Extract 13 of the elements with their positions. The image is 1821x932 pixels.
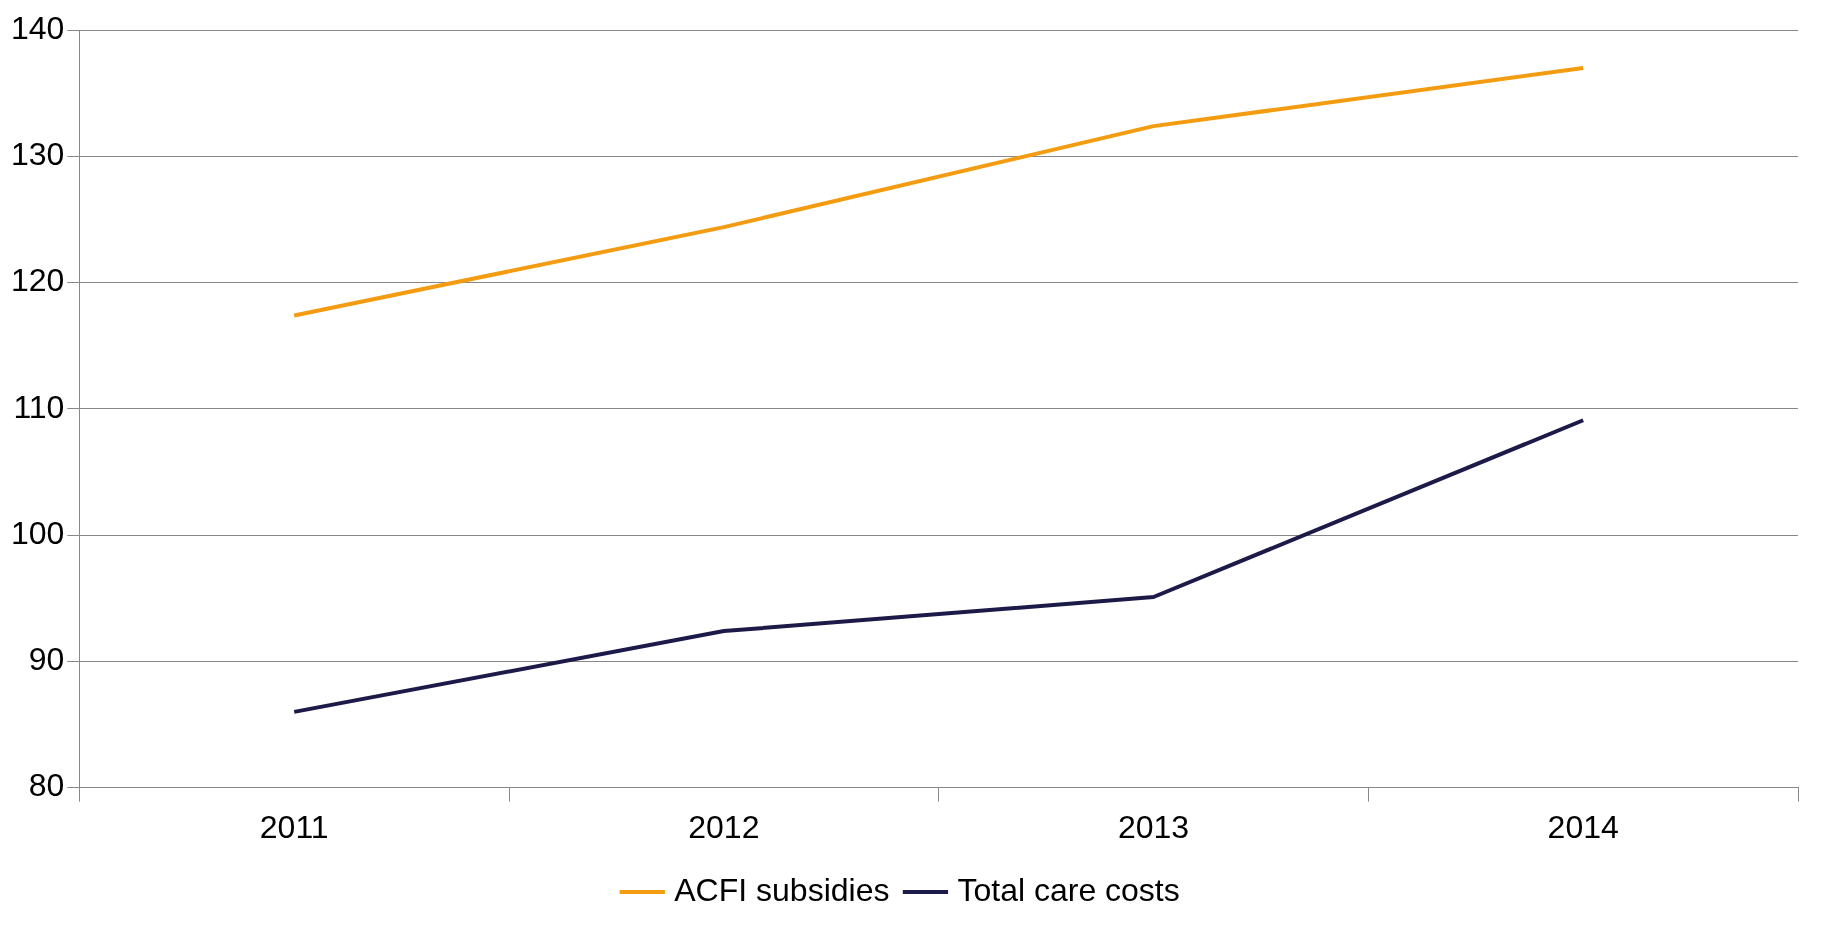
x-tick-label: 2013 — [1117, 808, 1190, 845]
y-tick-label: 120 — [11, 262, 65, 299]
y-tick-label: 130 — [11, 136, 65, 173]
legend-label: Total care costs — [957, 871, 1180, 908]
y-tick-label: 110 — [13, 388, 65, 425]
x-tick-label: 2011 — [259, 808, 329, 845]
y-tick-label: 90 — [28, 641, 65, 678]
y-tick-label: 80 — [28, 767, 65, 804]
y-tick-label: 140 — [11, 10, 65, 47]
x-tick-label: 2014 — [1547, 808, 1619, 845]
legend-label: ACFI subsidies — [674, 871, 890, 908]
y-tick-label: 100 — [11, 514, 65, 551]
x-tick-label: 2012 — [688, 808, 760, 845]
